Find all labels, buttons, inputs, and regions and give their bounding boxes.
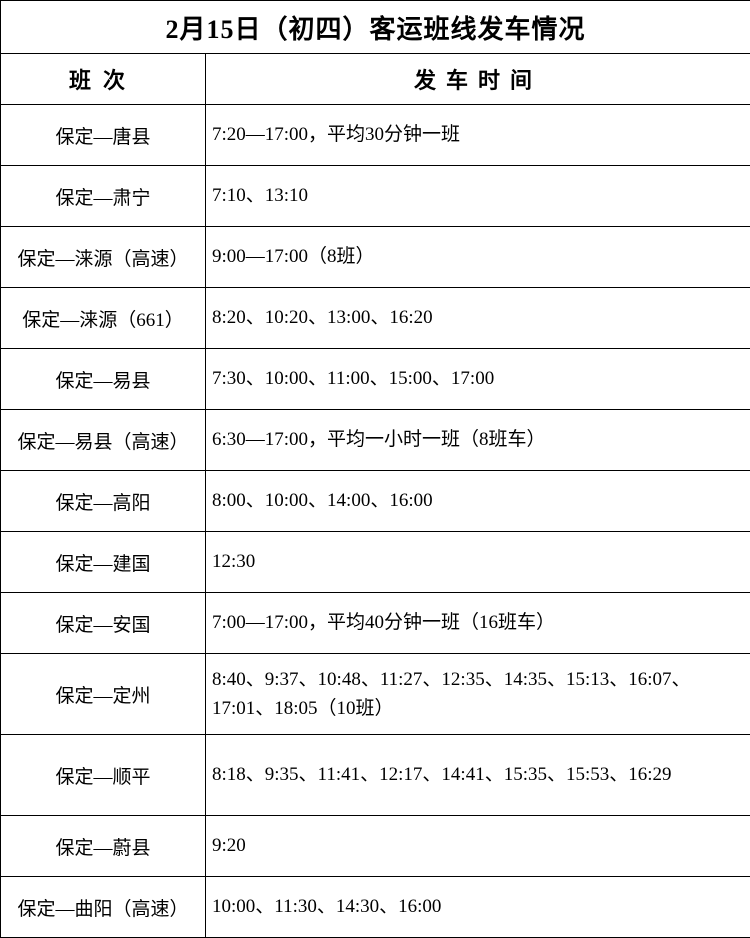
- time-cell: 7:20—17:00，平均30分钟一班: [206, 105, 750, 166]
- time-cell: 6:30—17:00，平均一小时一班（8班车）: [206, 410, 750, 471]
- route-cell: 保定—顺平: [1, 735, 206, 816]
- route-cell: 保定—高阳: [1, 471, 206, 532]
- table-row: 保定—唐县 7:20—17:00，平均30分钟一班: [1, 105, 750, 166]
- time-cell: 12:30: [206, 532, 750, 593]
- route-cell: 保定—蔚县: [1, 816, 206, 877]
- table-row: 保定—顺平 8:18、9:35、11:41、12:17、14:41、15:35、…: [1, 735, 750, 816]
- table-row: 保定—涞源（高速） 9:00—17:00（8班）: [1, 227, 750, 288]
- table-row: 保定—定州 8:40、9:37、10:48、11:27、12:35、14:35、…: [1, 654, 750, 735]
- table-row: 保定—易县 7:30、10:00、11:00、15:00、17:00: [1, 349, 750, 410]
- table-row: 保定—曲阳（高速） 10:00、11:30、14:30、16:00: [1, 877, 750, 938]
- route-cell: 保定—曲阳（高速）: [1, 877, 206, 938]
- route-cell: 保定—易县: [1, 349, 206, 410]
- table-row: 保定—安国 7:00—17:00，平均40分钟一班（16班车）: [1, 593, 750, 654]
- route-cell: 保定—定州: [1, 654, 206, 735]
- route-cell: 保定—安国: [1, 593, 206, 654]
- route-cell: 保定—唐县: [1, 105, 206, 166]
- schedule-table-container: 2月15日（初四）客运班线发车情况 班次 发车时间 保定—唐县 7:20—17:…: [0, 0, 750, 938]
- time-cell: 7:00—17:00，平均40分钟一班（16班车）: [206, 593, 750, 654]
- time-cell: 7:30、10:00、11:00、15:00、17:00: [206, 349, 750, 410]
- time-cell: 9:00—17:00（8班）: [206, 227, 750, 288]
- route-cell: 保定—涞源（661）: [1, 288, 206, 349]
- header-time: 发车时间: [206, 54, 750, 105]
- table-row: 保定—易县（高速） 6:30—17:00，平均一小时一班（8班车）: [1, 410, 750, 471]
- header-row: 班次 发车时间: [1, 54, 750, 105]
- header-route: 班次: [1, 54, 206, 105]
- table-row: 保定—肃宁 7:10、13:10: [1, 166, 750, 227]
- schedule-table: 2月15日（初四）客运班线发车情况 班次 发车时间 保定—唐县 7:20—17:…: [0, 0, 750, 938]
- time-cell: 10:00、11:30、14:30、16:00: [206, 877, 750, 938]
- table-row: 保定—涞源（661） 8:20、10:20、13:00、16:20: [1, 288, 750, 349]
- route-cell: 保定—易县（高速）: [1, 410, 206, 471]
- time-cell: 8:20、10:20、13:00、16:20: [206, 288, 750, 349]
- time-cell: 8:00、10:00、14:00、16:00: [206, 471, 750, 532]
- title-row: 2月15日（初四）客运班线发车情况: [1, 1, 750, 54]
- table-row: 保定—高阳 8:00、10:00、14:00、16:00: [1, 471, 750, 532]
- table-row: 保定—建国 12:30: [1, 532, 750, 593]
- route-cell: 保定—建国: [1, 532, 206, 593]
- time-cell: 8:40、9:37、10:48、11:27、12:35、14:35、15:13、…: [206, 654, 750, 735]
- table-title: 2月15日（初四）客运班线发车情况: [1, 1, 750, 54]
- route-cell: 保定—涞源（高速）: [1, 227, 206, 288]
- time-cell: 9:20: [206, 816, 750, 877]
- time-cell: 7:10、13:10: [206, 166, 750, 227]
- table-row: 保定—蔚县 9:20: [1, 816, 750, 877]
- route-cell: 保定—肃宁: [1, 166, 206, 227]
- time-cell: 8:18、9:35、11:41、12:17、14:41、15:35、15:53、…: [206, 735, 750, 816]
